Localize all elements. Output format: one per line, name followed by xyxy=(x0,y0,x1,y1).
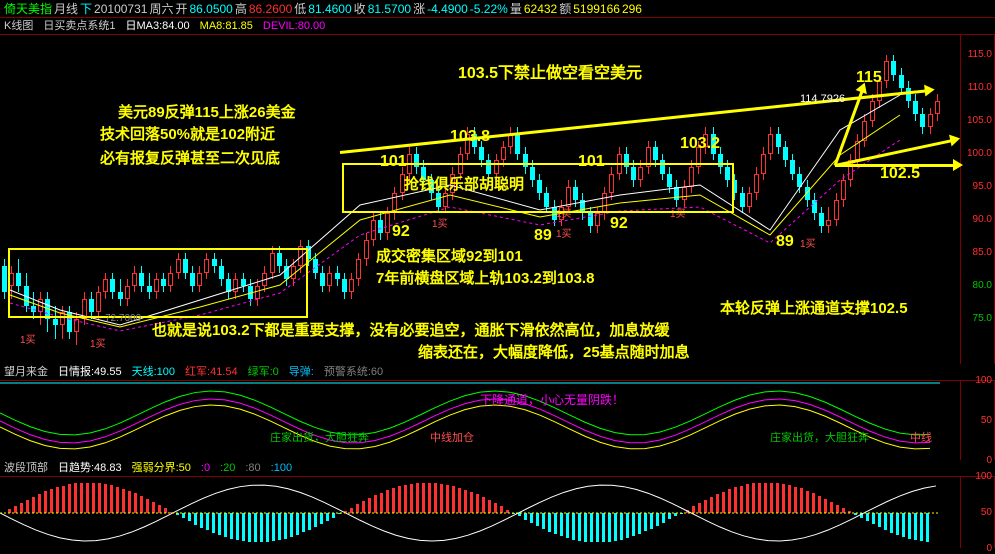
legend-item: :20 xyxy=(220,460,235,476)
sub1-label: 中线加仓 xyxy=(430,429,474,445)
high: 86.2600 xyxy=(249,0,292,17)
pct: -5.22% xyxy=(470,0,508,17)
extra: 296 xyxy=(622,0,642,17)
sub2-chart[interactable]: 050100 xyxy=(0,476,995,548)
legend-item: 日情报:49.55 xyxy=(58,364,122,380)
annotation: 115 xyxy=(856,69,882,87)
legend-item: 天线:100 xyxy=(132,364,175,380)
highlight-box xyxy=(8,248,308,318)
annotation: 必有报复反弹甚至二次见底 xyxy=(100,147,280,168)
sub1-legend: 望月来金日情报:49.55 天线:100 红军:41.54 绿军:0 导弹: 预警系统:6… xyxy=(0,364,995,380)
open: 86.0500 xyxy=(189,0,232,17)
annotation: 103.5下禁止做空看空美元 xyxy=(458,59,642,83)
sub1-label: 庄家出货，大胆狂奔 xyxy=(770,429,869,445)
annotation: 成交密集区域92到101 xyxy=(376,245,523,266)
chg: -4.4900 xyxy=(427,0,468,17)
legend-item: :80 xyxy=(245,460,260,476)
weekday: 周六 xyxy=(149,0,173,17)
y-tick: 115.0 xyxy=(968,49,992,60)
sub1-message: 下降通道，小心无量阴跌！ xyxy=(480,391,624,408)
ma3: 日MA3:84.00 xyxy=(125,18,189,34)
main-y-axis: 75.0 80.0 85.0 90.0 95.0 100.0 105.0 110.0 115.0 xyxy=(960,35,994,364)
main-plot: 103.5下禁止做空看空美元 115 102.5 美元89反弹115上涨26美金技术回… xyxy=(0,35,960,364)
y-tick: 80.0 xyxy=(973,280,992,291)
annotation: 抢钱俱乐部胡聪明 xyxy=(404,173,524,194)
amt: 5199166 xyxy=(573,0,620,17)
sub1-label: 中线 xyxy=(910,429,932,445)
sub1-label: 庄家出货，大胆狂奔 xyxy=(270,429,369,445)
annotation: 技术回落50%就是102附近 xyxy=(100,123,275,144)
y-tick: 0 xyxy=(986,455,992,466)
y-tick: 75.0 xyxy=(973,313,992,324)
legend-item: 日趋势:48.83 xyxy=(58,460,122,476)
legend-item: 导弹: xyxy=(289,364,314,380)
ind-kline: K线图 xyxy=(4,18,33,34)
state: 下 xyxy=(80,0,92,17)
y-tick: 50 xyxy=(981,507,992,518)
annotation: 89 xyxy=(776,233,794,251)
indicator-bar: K线图 日买卖点系统1 日MA3:84.00 MA8:81.85 DEVIL:8… xyxy=(0,18,995,34)
y-tick: 100.0 xyxy=(967,148,992,159)
sub-title: 波段顶部 xyxy=(4,460,48,476)
devil: DEVIL:80.00 xyxy=(263,18,325,34)
legend-item: 绿军:0 xyxy=(248,364,279,380)
y-tick: 50 xyxy=(981,415,992,426)
annotation: 103.8 xyxy=(450,128,490,146)
y-tick: 95.0 xyxy=(973,181,992,192)
buy-signal: 1买 xyxy=(90,335,106,350)
annotation: 7年前横盘区域上轨103.2到103.8 xyxy=(376,267,594,288)
annotation: 美元89反弹115上涨26美金 xyxy=(118,101,296,122)
vol: 62432 xyxy=(524,0,557,17)
y-tick: 105.0 xyxy=(967,115,992,126)
ma8: MA8:81.85 xyxy=(200,18,253,34)
inline-value: 72.7000 xyxy=(105,313,141,324)
annotation: 101 xyxy=(578,153,605,171)
annotation: 92 xyxy=(610,215,628,233)
annotation: 缩表还在，大幅度降低，25基点随时加息 xyxy=(418,341,690,362)
low: 81.4600 xyxy=(308,0,351,17)
buy-signal: 1买 xyxy=(432,215,448,230)
annotation: 102.5 xyxy=(880,165,920,183)
annotation: 本轮反弹上涨通道支撑102.5 xyxy=(720,297,908,318)
y-tick: 100 xyxy=(975,375,992,386)
annotation: 103.2 xyxy=(680,135,720,153)
legend-item: :0 xyxy=(201,460,210,476)
date: 20100731 xyxy=(94,0,147,17)
sub2-legend: 波段顶部日趋势:48.83 强弱分界:50 :0 :20 :80 :100 xyxy=(0,460,995,476)
y-tick: 110.0 xyxy=(968,82,992,93)
ind-sys: 日买卖点系统1 xyxy=(43,18,115,34)
symbol: 倚天美指 xyxy=(4,0,52,17)
price-chart[interactable]: 103.5下禁止做空看空美元 115 102.5 美元89反弹115上涨26美金技术回… xyxy=(0,34,995,364)
annotation: 89 xyxy=(534,227,552,245)
quote-header: 倚天美指 月线 下 20100731 周六 开86.0500 高86.2600 … xyxy=(0,0,995,18)
sub-title: 望月来金 xyxy=(4,364,48,380)
y-tick: 0 xyxy=(986,543,992,554)
y-tick: 100 xyxy=(975,471,992,482)
period: 月线 xyxy=(54,0,78,17)
legend-item: 强弱分界:50 xyxy=(132,460,191,476)
annotation: 101 xyxy=(380,153,407,171)
y-tick: 85.0 xyxy=(973,247,992,258)
sub1-chart[interactable]: 下降通道，小心无量阴跌！庄家出货，大胆狂奔中线加仓庄家出货，大胆狂奔中线 050… xyxy=(0,380,995,460)
legend-item: 红军:41.54 xyxy=(185,364,238,380)
annotation: 92 xyxy=(392,223,410,241)
buy-signal: 1买 xyxy=(800,235,816,250)
close: 81.5700 xyxy=(368,0,411,17)
annotation: 也就是说103.2下都是重要支撑，没有必要追空，通胀下滑依然高位，加息放缓 xyxy=(152,319,670,340)
legend-item: 预警系统:60 xyxy=(324,364,383,380)
last-price-label: 114.7926 xyxy=(800,93,845,105)
buy-signal: 1买 xyxy=(556,225,572,240)
legend-item: :100 xyxy=(271,460,292,476)
buy-signal: 1买 xyxy=(20,331,36,346)
y-tick: 90.0 xyxy=(973,214,992,225)
